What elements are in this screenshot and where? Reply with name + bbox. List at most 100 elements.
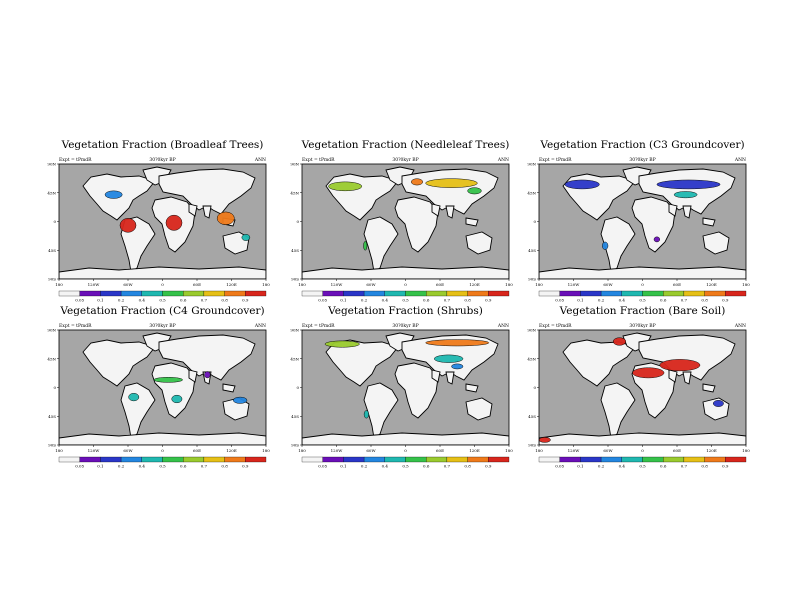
- colorbar-swatch: [58, 290, 80, 297]
- colorbar-swatch: [162, 456, 184, 463]
- time-label: 30?0kyr BP: [392, 157, 418, 163]
- colorbar: 0.05 0.1 0.2 0.4 0.5 0.6 0.7 0.8 0.9: [538, 290, 747, 303]
- x-tick-label: 180: [742, 282, 750, 287]
- colorbar-swatch: [224, 456, 246, 463]
- map-content: [539, 166, 746, 279]
- colorbar-swatch: [642, 456, 664, 463]
- x-tick-label: 120W: [331, 448, 344, 453]
- colorbar-swatch: [384, 456, 406, 463]
- value-patch-amazon: [119, 218, 137, 233]
- colorbar-swatch: [683, 290, 705, 297]
- x-tick-label: 0: [641, 282, 644, 287]
- value-patch-central-africa: [165, 214, 183, 231]
- x-tick-label: 180: [505, 448, 513, 453]
- colorbar-label: 0.9: [242, 464, 249, 469]
- value-patch-scandinavia: [411, 178, 423, 186]
- x-tick-label: 0: [404, 448, 407, 453]
- x-tick-label: 120E: [226, 448, 237, 453]
- x-tick-label: 60E: [673, 448, 681, 453]
- colorbar-swatch: [79, 456, 101, 463]
- x-tick-label: 60W: [603, 282, 613, 287]
- y-tick-label: 90S: [528, 443, 536, 448]
- colorbar-label: 0.7: [201, 464, 208, 469]
- colorbar: 0.05 0.1 0.2 0.4 0.5 0.6 0.7 0.8 0.9: [301, 456, 510, 469]
- x-tick-label: 120E: [706, 448, 717, 453]
- x-tick-label: 0: [161, 448, 164, 453]
- value-patch-antarctica-edge: [539, 437, 551, 443]
- x-tick-label: 60W: [366, 282, 376, 287]
- value-patch-arctic-siberia: [425, 339, 490, 347]
- x-tick-label: 180: [262, 448, 270, 453]
- colorbar-label: 0.6: [660, 298, 667, 303]
- y-tick-label: 45N: [527, 356, 536, 361]
- value-patch-central-asia: [673, 191, 698, 199]
- panel-2: Vegetation Fraction (Needleleaf Trees) Ex…: [290, 139, 513, 303]
- x-tick-label: 60W: [123, 282, 133, 287]
- colorbar-label: 0.5: [159, 298, 166, 303]
- colorbar-swatch: [467, 456, 489, 463]
- y-tick-label: 0: [296, 219, 299, 224]
- value-patch-australia-coast: [241, 234, 251, 241]
- y-tick-label: 45N: [47, 190, 56, 195]
- y-tick-label: 90S: [528, 277, 536, 282]
- y-tick-label: 45N: [290, 356, 299, 361]
- colorbar-swatch: [559, 290, 581, 297]
- value-patch-brazil-cerrado: [128, 393, 140, 402]
- x-tick-label: 180: [55, 448, 63, 453]
- season-label: ANN: [497, 157, 509, 163]
- colorbar-swatch: [559, 456, 581, 463]
- colorbar-swatch: [621, 290, 643, 297]
- colorbar-swatch: [725, 290, 747, 297]
- x-tick-label: 0: [161, 282, 164, 287]
- colorbar-label: 0.5: [402, 298, 409, 303]
- colorbar: 0.05 0.1 0.2 0.4 0.5 0.6 0.7 0.8 0.9: [538, 456, 747, 469]
- colorbar-swatch: [580, 456, 602, 463]
- colorbar-swatch: [663, 456, 685, 463]
- time-label: 30?0kyr BP: [629, 323, 655, 329]
- colorbar-label: 0.2: [361, 298, 368, 303]
- y-tick-label: 90N: [527, 328, 536, 333]
- x-tick-label: 180: [742, 448, 750, 453]
- x-tick-label: 180: [505, 282, 513, 287]
- colorbar-label: 0.05: [75, 298, 84, 303]
- colorbar-swatch: [405, 290, 427, 297]
- colorbar-label: 0.6: [660, 464, 667, 469]
- colorbar-swatch: [100, 290, 122, 297]
- colorbar: 0.05 0.1 0.2 0.4 0.5 0.6 0.7 0.8 0.9: [301, 290, 510, 303]
- y-tick-label: 45N: [527, 190, 536, 195]
- colorbar-swatch: [663, 290, 685, 297]
- colorbar-label: 0.8: [221, 464, 228, 469]
- map-content: [302, 332, 509, 445]
- colorbar-swatch: [488, 290, 510, 297]
- colorbar-swatch: [704, 290, 726, 297]
- value-patch-sahel: [153, 377, 183, 383]
- x-tick-label: 60W: [603, 448, 613, 453]
- value-patch-eastern-north-america: [104, 190, 123, 199]
- y-tick-label: 90N: [47, 328, 56, 333]
- colorbar-label: 0.05: [75, 464, 84, 469]
- colorbar-swatch: [384, 290, 406, 297]
- value-patch-south-africa: [653, 236, 660, 243]
- y-tick-label: 0: [533, 385, 536, 390]
- y-tick-label: 45S: [528, 248, 536, 253]
- colorbar-label: 0.1: [577, 464, 583, 469]
- value-patch-argentina: [602, 241, 609, 250]
- map-content: [59, 166, 266, 279]
- colorbar-swatch: [704, 456, 726, 463]
- y-tick-label: 45S: [291, 414, 299, 419]
- y-tick-label: 90N: [290, 162, 299, 167]
- value-patch-arabia-to-central-asia: [659, 359, 701, 372]
- colorbar-label: 0.4: [619, 298, 626, 303]
- panel-6: Vegetation Fraction (Bare Soil) Expt = tP…: [527, 305, 750, 469]
- map-content: [59, 332, 266, 445]
- colorbar-label: 0.1: [97, 298, 103, 303]
- y-tick-label: 90S: [48, 443, 56, 448]
- colorbar-swatch: [224, 290, 246, 297]
- x-tick-label: 60W: [123, 448, 133, 453]
- colorbar-label: 0.7: [681, 464, 688, 469]
- colorbar-swatch: [120, 290, 142, 297]
- value-patch-australia-interior: [712, 400, 724, 407]
